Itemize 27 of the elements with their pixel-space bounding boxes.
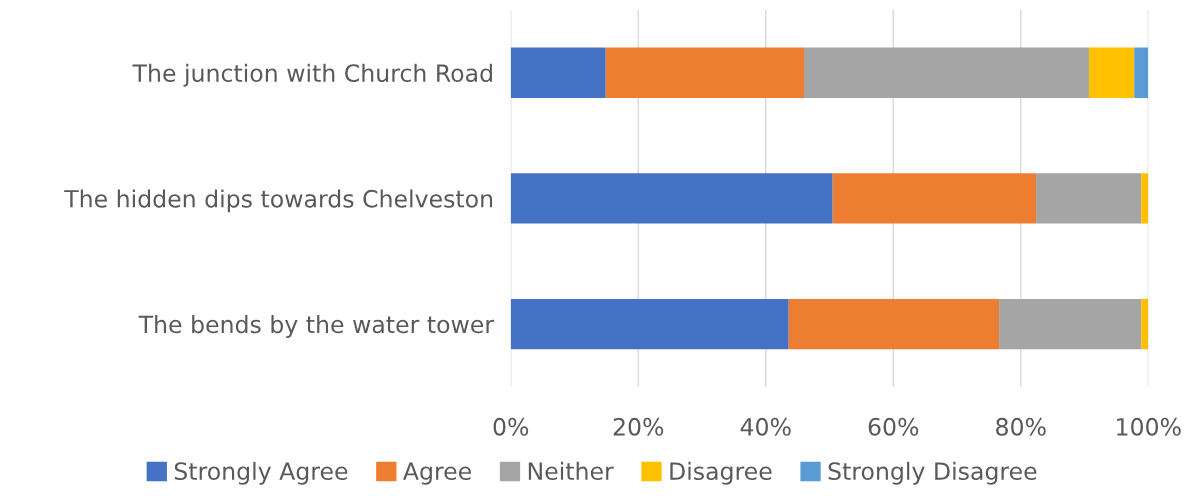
legend-label: Strongly Disagree <box>828 461 1037 485</box>
bar <box>1036 173 1142 224</box>
x-tick-label: 60% <box>868 417 919 436</box>
bar <box>510 173 833 224</box>
x-tick-label: 0% <box>493 417 529 436</box>
legend-label: Agree <box>403 462 471 485</box>
bar <box>788 298 1000 350</box>
bar <box>510 47 606 98</box>
legend-label: Strongly Agree <box>174 461 348 485</box>
bar <box>999 298 1142 350</box>
bar <box>510 298 789 350</box>
x-tick-label: 20% <box>613 417 664 436</box>
y-tick-label: The junction with Church Road <box>132 63 492 87</box>
bar <box>804 47 1089 98</box>
y-tick-label: The bends by the water tower <box>138 315 495 338</box>
x-tick-label: 100% <box>1117 417 1181 436</box>
bar <box>605 47 804 98</box>
legend-label: Disagree <box>670 461 772 485</box>
bar <box>832 173 1037 224</box>
x-tick-label: 40% <box>740 417 791 436</box>
bar <box>1141 173 1149 224</box>
bar <box>1134 47 1149 98</box>
x-tick-label: 80% <box>996 417 1046 436</box>
bar <box>1141 298 1149 350</box>
legend-label: Neither <box>528 461 614 481</box>
y-tick-label: The hidden dips towards Chelveston <box>64 189 493 213</box>
bar <box>1088 47 1135 98</box>
